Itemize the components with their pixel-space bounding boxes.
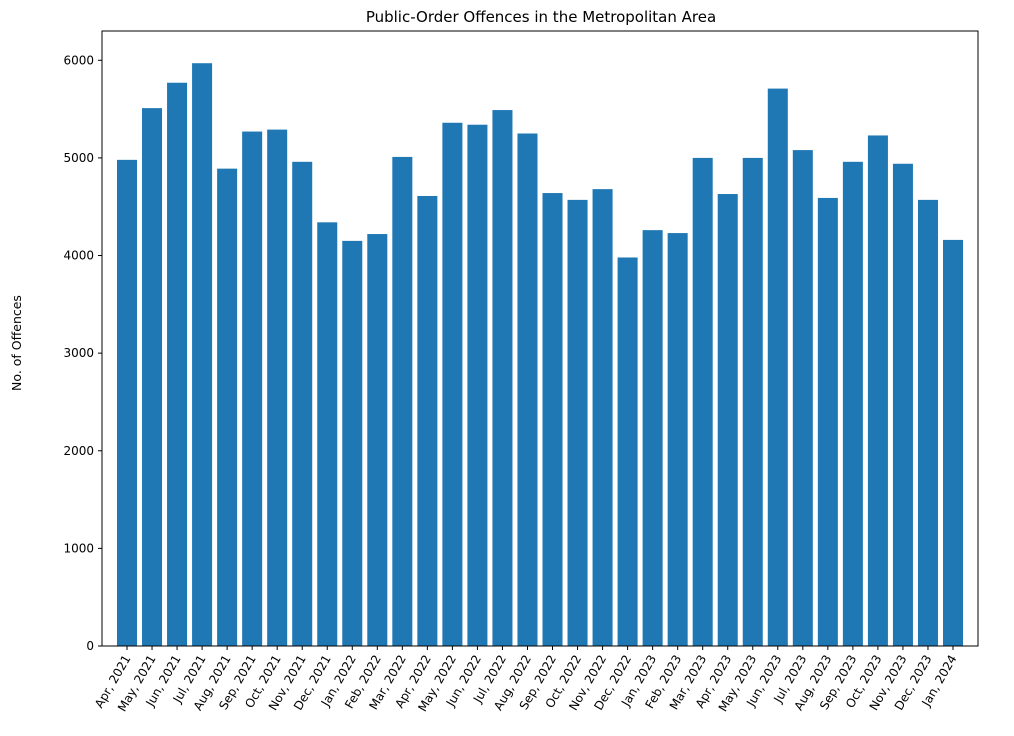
bar-29 [842,161,863,646]
bar-8 [317,222,338,646]
bar-6 [267,129,288,647]
bar-24 [717,194,738,646]
y-tick-label-3: 3000 [63,346,94,360]
bar-22 [667,233,688,646]
bar-17 [542,193,563,647]
y-tick-label-0: 0 [86,639,94,653]
y-axis-label: No. of Offences [9,295,24,391]
bar-10 [367,234,388,647]
bar-27 [792,150,813,646]
bar-13 [442,122,463,646]
bar-15 [492,110,513,646]
bar-4 [217,168,238,646]
bar-11 [392,156,413,646]
bar-1 [142,108,163,647]
y-tick-label-2: 2000 [63,444,94,458]
bar-14 [467,124,488,646]
plot-frame [101,30,979,647]
bar-20 [617,257,638,646]
bar-2 [167,82,188,647]
bar-30 [867,135,888,646]
chart-title: Public-Order Offences in the Metropolita… [366,8,716,26]
bars-group [116,63,964,647]
bar-5 [242,131,263,647]
bar-3 [192,63,213,646]
bar-12 [417,195,438,647]
bar-25 [742,157,763,646]
bar-28 [817,197,838,646]
bar-9 [342,240,363,646]
bar-7 [292,161,313,646]
bar-31 [892,163,913,646]
bar-21 [642,230,663,646]
bar-18 [567,199,588,646]
bar-19 [592,189,613,646]
bar-26 [767,88,788,647]
y-tick-label-4: 4000 [63,249,94,263]
y-tick-label-5: 5000 [63,151,94,165]
y-tick-label-6: 6000 [63,53,94,67]
bar-23 [692,157,713,646]
bar-16 [517,133,538,646]
bar-0 [116,159,138,647]
bar-32 [917,199,938,646]
y-tick-label-1: 1000 [63,541,94,555]
bar-33 [942,239,964,646]
y-axis: 0 1000 2000 3000 4000 5000 6000 [63,53,102,653]
